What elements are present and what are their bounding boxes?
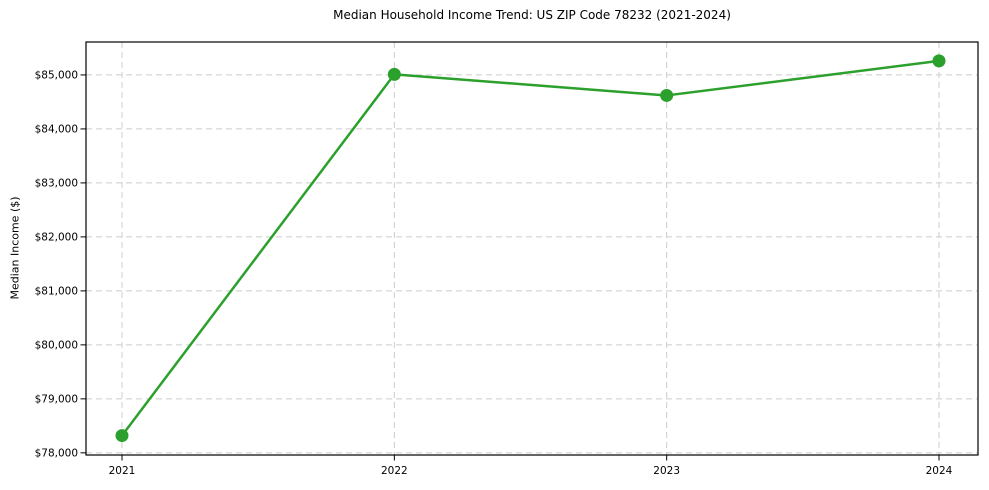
data-point-2022 xyxy=(387,67,401,81)
y-tick-label: $80,000 xyxy=(35,339,78,351)
x-tick-label: 2021 xyxy=(109,465,136,477)
data-point-2023 xyxy=(660,88,674,102)
y-tick-label: $79,000 xyxy=(35,393,78,405)
y-tick-label: $78,000 xyxy=(35,447,78,459)
y-tick-label: $85,000 xyxy=(35,69,78,81)
y-tick-label: $83,000 xyxy=(35,177,78,189)
y-tick-label: $82,000 xyxy=(35,231,78,243)
x-tick-label: 2023 xyxy=(653,465,680,477)
x-tick-label: 2022 xyxy=(381,465,408,477)
data-point-2021 xyxy=(115,429,129,443)
y-tick-label: $84,000 xyxy=(35,123,78,135)
data-point-2024 xyxy=(932,54,946,68)
trend-line xyxy=(120,59,941,437)
x-tick-label: 2024 xyxy=(926,465,953,477)
y-tick-label: $81,000 xyxy=(35,285,78,297)
plot-border xyxy=(85,41,979,456)
chart-title: Median Household Income Trend: US ZIP Co… xyxy=(333,8,731,22)
